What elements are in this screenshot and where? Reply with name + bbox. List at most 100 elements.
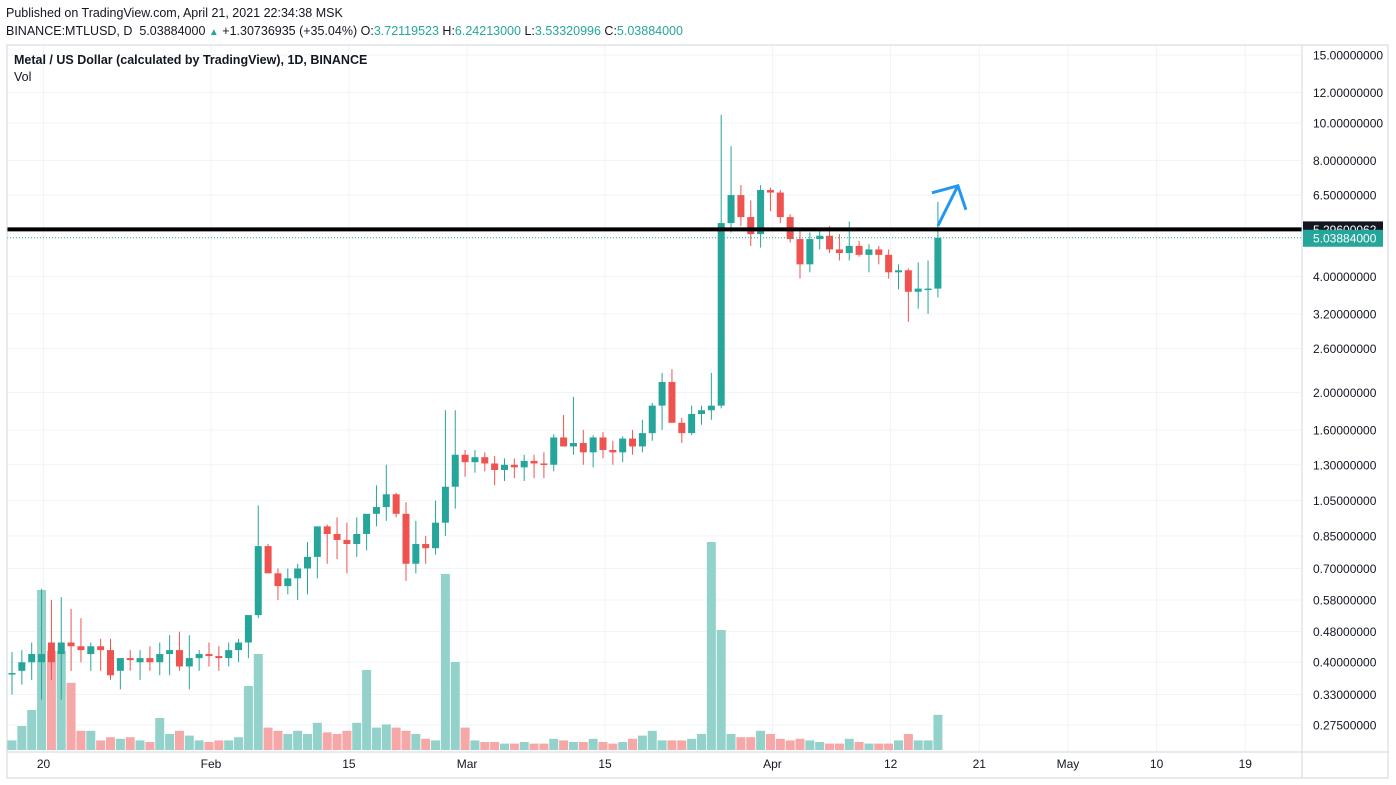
volume-bar (135, 740, 145, 750)
candle-body (648, 405, 656, 434)
volume-bar (342, 730, 352, 750)
candle-body (510, 464, 518, 468)
candle-body (28, 654, 36, 663)
y-tick-label: 0.40000000 (1313, 656, 1377, 670)
candle-body (757, 190, 765, 235)
candle-body (629, 438, 637, 447)
volume-bar (431, 740, 441, 750)
volume-bar (125, 737, 135, 750)
volume-bar (706, 542, 716, 750)
volume-bar (214, 740, 224, 750)
candle-body (225, 650, 233, 659)
volume-bar (933, 714, 943, 750)
candle-body (77, 646, 85, 651)
change-label: +1.30736935 (+35.04%) (222, 24, 358, 38)
volume-bar (657, 740, 667, 750)
candle-body (766, 190, 774, 193)
candle-body (215, 656, 223, 659)
y-tick-label: 15.00000000 (1313, 49, 1383, 63)
volume-bar (588, 738, 598, 750)
candle-body (235, 642, 243, 651)
volume-bar (549, 738, 559, 750)
arrow-shaft[interactable] (931, 183, 968, 227)
volume-bar (263, 727, 273, 750)
volume-bar (923, 740, 933, 750)
candle-body (353, 533, 361, 545)
y-tick-label: 1.05000000 (1313, 494, 1377, 508)
y-tick-label: 1.30000000 (1313, 458, 1377, 472)
candle-body (934, 237, 942, 289)
price-axis[interactable]: 15.00000000 12.00000000 10.00000000 8.00000… (1303, 49, 1383, 733)
candle-body (895, 270, 902, 273)
candle-body (914, 288, 922, 292)
up-triangle-icon: ▲ (208, 27, 219, 38)
close-label: C: (604, 24, 617, 38)
x-tick-label: Apr (763, 757, 782, 771)
y-tick-label: 2.60000000 (1313, 342, 1377, 356)
candle-body (885, 254, 893, 273)
candle-body (520, 460, 528, 468)
candle-body (806, 239, 814, 265)
candle-body (609, 449, 617, 453)
candle-body (343, 539, 351, 545)
candle-body (185, 658, 193, 667)
low-label: L: (524, 24, 535, 38)
volume-bar (401, 730, 411, 750)
volume-bar (726, 734, 736, 750)
candle-body (333, 533, 341, 540)
open-value: 3.72119523 (373, 24, 439, 38)
volume-legend: Vol (14, 70, 32, 84)
volume-bar (785, 740, 795, 750)
volume-bar (115, 738, 125, 750)
chart-frame (6, 44, 1389, 779)
volume-bar (490, 742, 500, 750)
volume-bar (440, 574, 450, 750)
volume-bars (7, 542, 943, 750)
candle-body (904, 270, 912, 292)
last-price-badge (1303, 229, 1383, 247)
volume-bar (224, 740, 234, 750)
time-axis[interactable]: 20 Feb 15 Mar 15 Apr 12 21 May 10 19 (37, 757, 1252, 771)
volume-bar (56, 650, 66, 750)
candle-body (432, 522, 440, 549)
volume-bar (352, 722, 362, 750)
candle-body (57, 642, 65, 655)
x-tick-label: 21 (973, 757, 987, 771)
volume-bar (618, 742, 628, 750)
volume-bar (76, 730, 86, 750)
volume-bar (903, 734, 913, 750)
y-tick-label: 5.03884000 (1313, 231, 1377, 245)
volume-bar (667, 740, 677, 750)
volume-bar (421, 738, 431, 750)
volume-bar (283, 734, 293, 750)
candle-body (205, 654, 213, 657)
x-tick-label: 12 (884, 757, 898, 771)
volume-bar (637, 735, 647, 750)
volume-bar (106, 737, 115, 750)
volume-bar (884, 743, 894, 750)
ohlc-info: BINANCE:MTLUSD, D 5.03884000 ▲ +1.307369… (6, 23, 683, 41)
candle-body (530, 460, 538, 464)
candle-body (855, 245, 863, 255)
volume-bar (460, 727, 470, 750)
volume-bar (174, 730, 184, 750)
x-tick-label: 10 (1150, 757, 1164, 771)
candle-body (747, 217, 755, 235)
candle-body (107, 650, 114, 676)
volume-bar (243, 686, 253, 750)
chart-header: Published on TradingView.com, April 21, … (6, 4, 1386, 44)
volume-bar (322, 732, 332, 750)
candle-body (38, 654, 46, 663)
candle-body (8, 673, 16, 675)
open-label: O: (360, 24, 374, 38)
volume-bar (155, 718, 165, 750)
volume-bar (864, 743, 874, 750)
candle-body (550, 437, 558, 465)
volume-bar (96, 740, 106, 750)
arrow-drawing[interactable] (931, 183, 968, 227)
candle-body (776, 192, 784, 218)
candle-body (264, 546, 272, 574)
candle-body (274, 573, 282, 587)
published-info: Published on TradingView.com, April 21, … (6, 6, 343, 20)
